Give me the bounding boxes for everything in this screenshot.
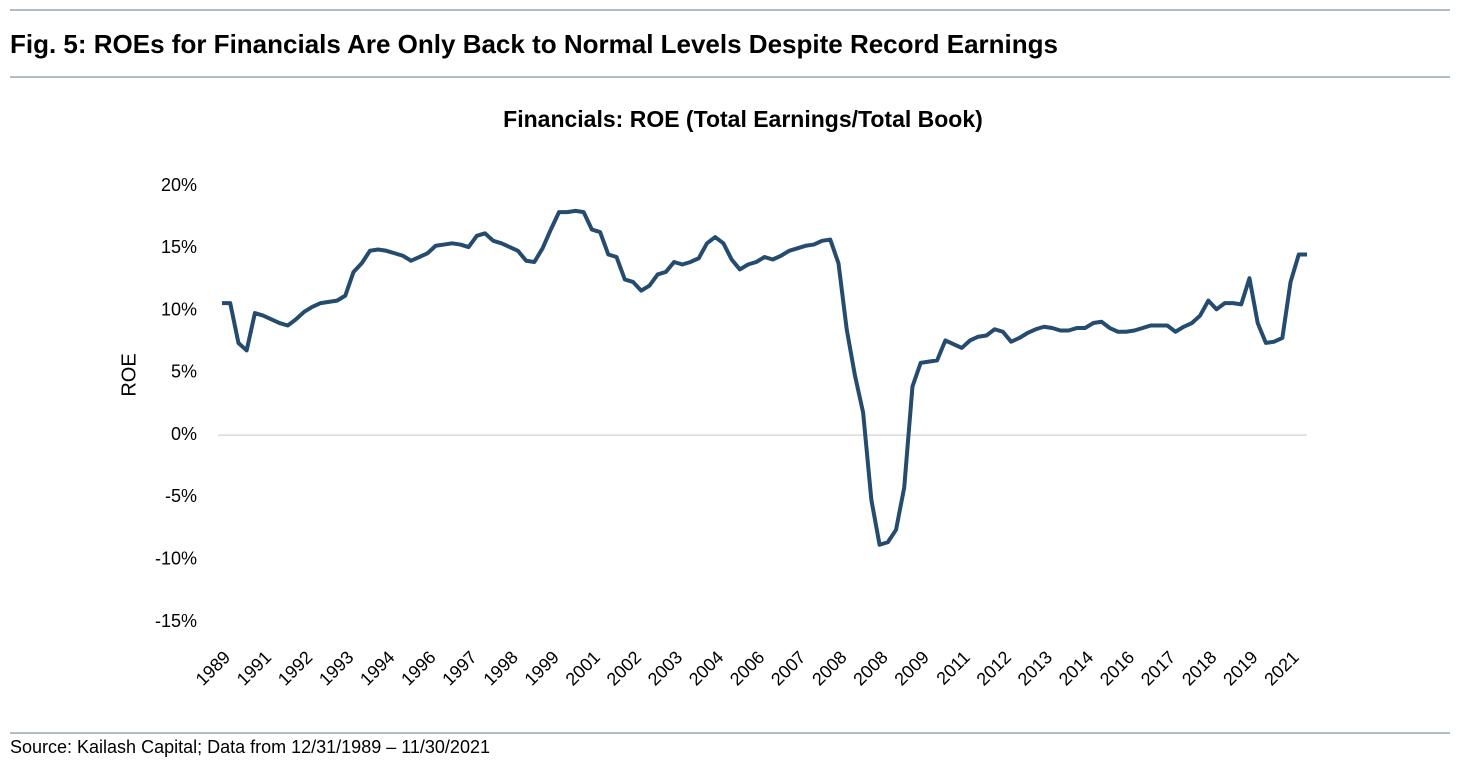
- y-tick-label: 0%: [171, 424, 197, 444]
- x-tick-label: 1989: [192, 647, 234, 689]
- x-tick-label: 1996: [397, 647, 439, 689]
- y-axis-label: ROE: [118, 353, 140, 396]
- x-tick-label: 2008: [849, 647, 891, 689]
- y-tick-label: -15%: [155, 611, 197, 631]
- x-tick-label: 2017: [1137, 647, 1179, 689]
- line-series: [222, 208, 1307, 547]
- x-tick-label: 2019: [1219, 647, 1261, 689]
- y-tick-label: 15%: [161, 237, 197, 257]
- x-tick-label: 2002: [603, 647, 645, 689]
- figure-title: Fig. 5: ROEs for Financials Are Only Bac…: [10, 29, 1058, 59]
- x-tick-label: 1993: [315, 647, 357, 689]
- x-tick-label: 2021: [1260, 647, 1302, 689]
- y-tick-label: 5%: [171, 362, 197, 382]
- x-tick-label: 2016: [1096, 647, 1138, 689]
- x-tick-label: 2008: [808, 647, 850, 689]
- x-tick-label: 1999: [521, 647, 563, 689]
- chart-title: Financials: ROE (Total Earnings/Total Bo…: [503, 106, 983, 132]
- x-tick-label: 2006: [726, 647, 768, 689]
- x-tick-label: 2014: [1055, 647, 1097, 689]
- x-tick-label: 1998: [479, 647, 521, 689]
- y-tick-label: -5%: [165, 486, 197, 506]
- y-tick-label: 20%: [161, 175, 197, 195]
- x-tick-label: 2007: [767, 647, 809, 689]
- x-tick-label: 2013: [1014, 647, 1056, 689]
- y-tick-label: 10%: [161, 299, 197, 319]
- x-tick-label: 2003: [644, 647, 686, 689]
- x-tick-label: 2001: [562, 647, 604, 689]
- x-tick-label: 2009: [890, 647, 932, 689]
- x-tick-label: 1997: [438, 647, 480, 689]
- x-tick-label: 2018: [1178, 647, 1220, 689]
- x-tick-label: 2004: [685, 647, 727, 689]
- source-note: Source: Kailash Capital; Data from 12/31…: [10, 737, 490, 757]
- x-tick-label: 2012: [973, 647, 1015, 689]
- x-tick-label: 2011: [932, 647, 974, 689]
- x-tick-label: 1991: [233, 647, 275, 689]
- x-tick-label: 1992: [274, 647, 316, 689]
- y-tick-label: -10%: [155, 548, 197, 568]
- x-tick-label: 1994: [356, 647, 398, 689]
